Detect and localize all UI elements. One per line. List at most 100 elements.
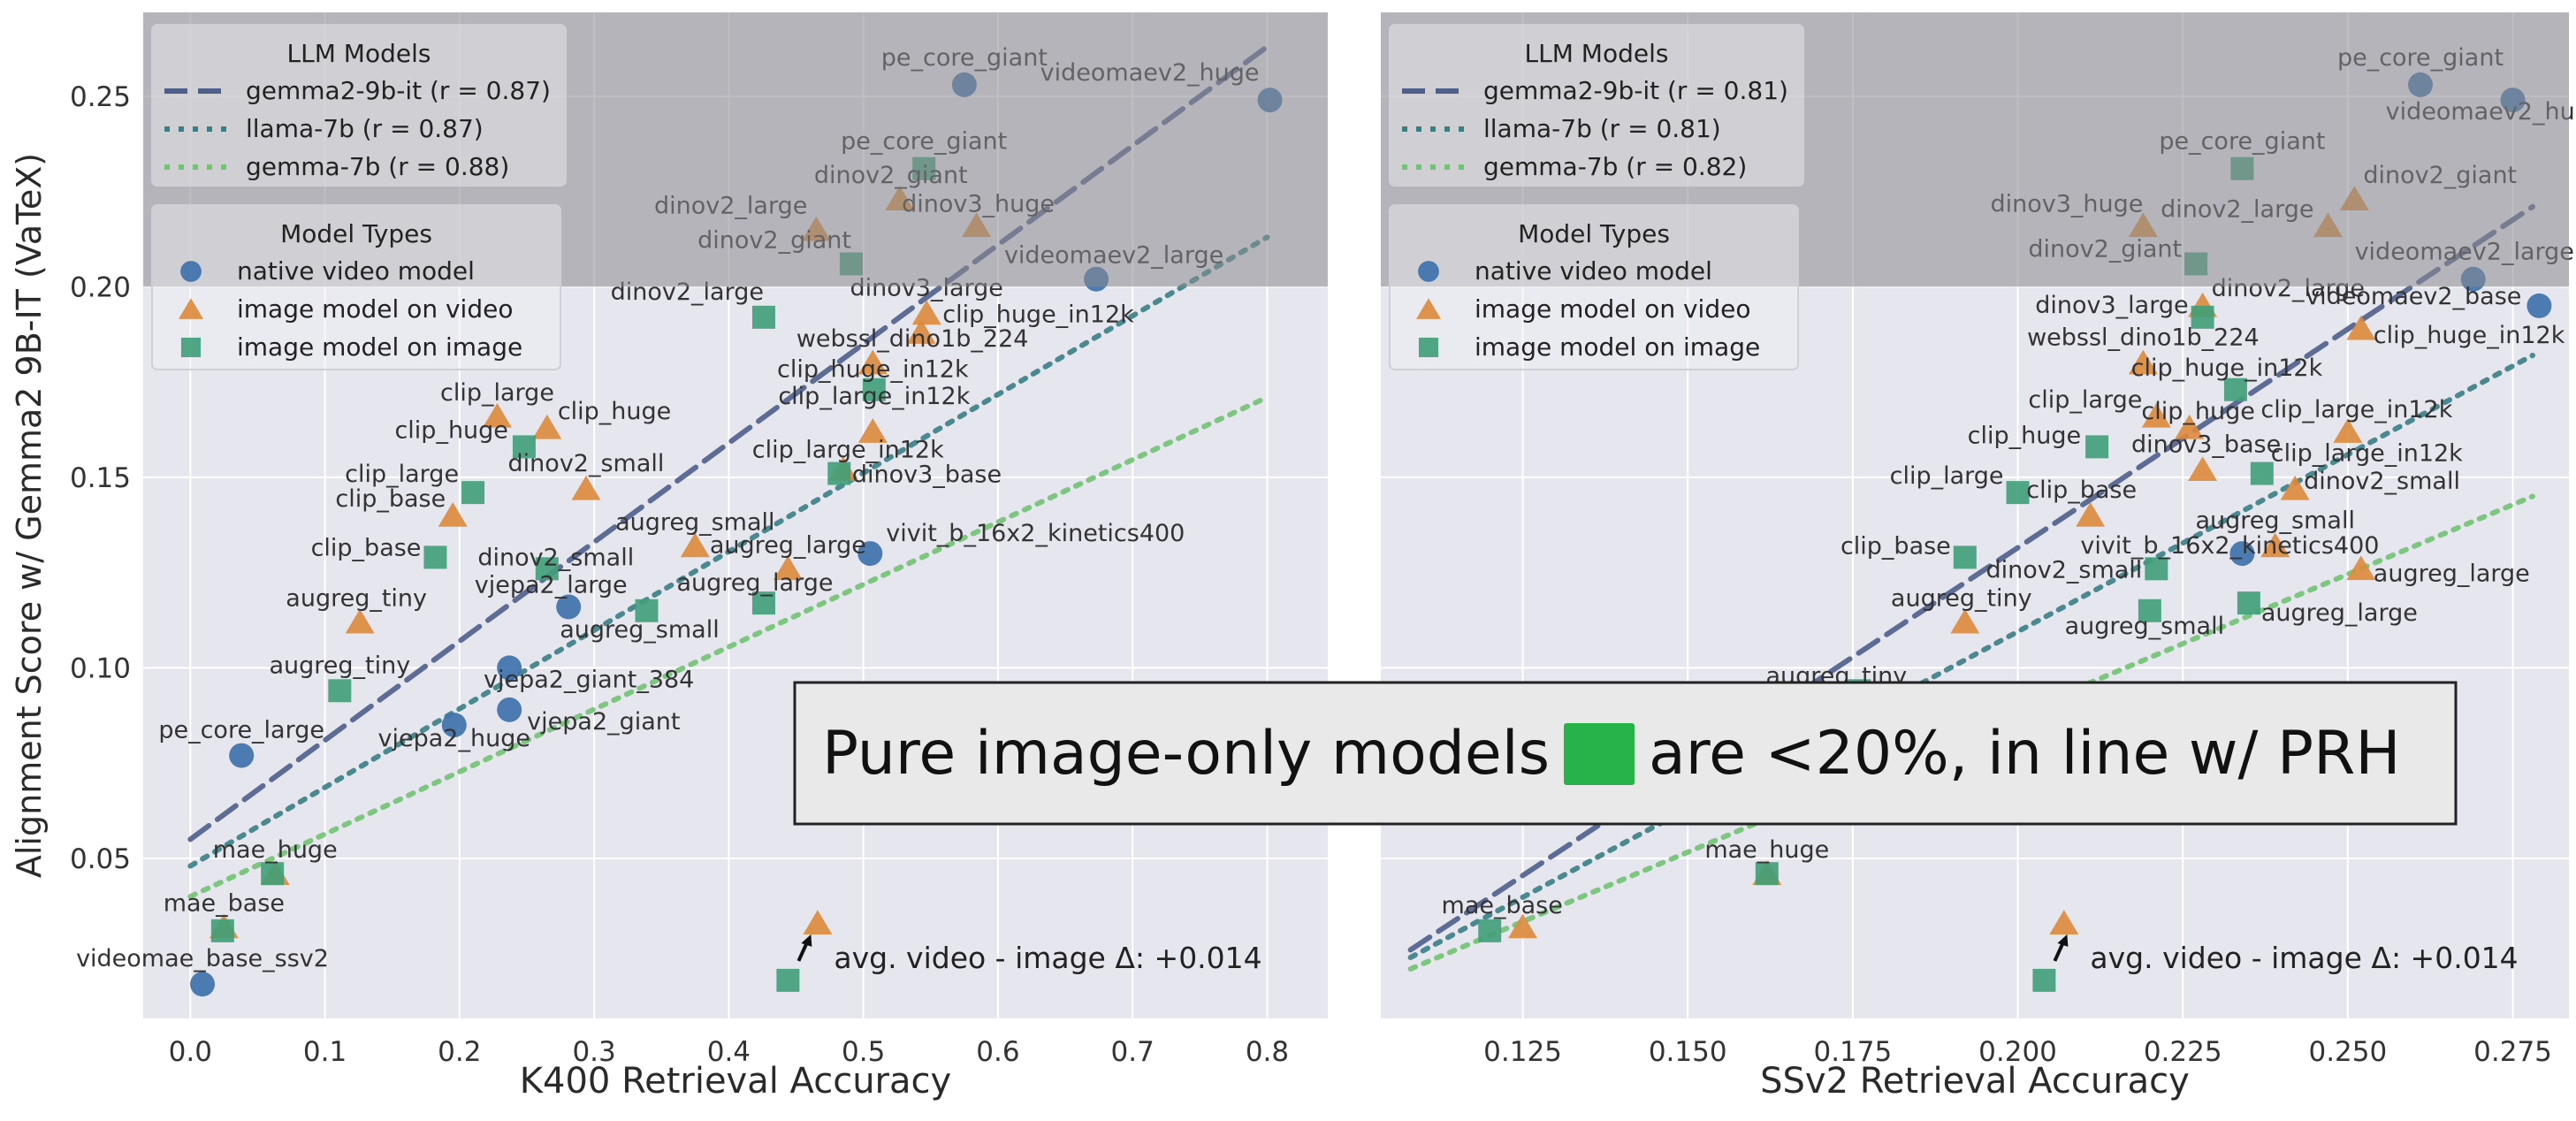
legend-types-title: Model Types [1518, 219, 1670, 248]
data-point-native-vjepa2_huge [441, 713, 467, 738]
point-label: augreg_large [710, 531, 866, 559]
point-label: clip_large [440, 379, 554, 407]
data-point-image_image-augreg_tiny [328, 679, 352, 703]
point-label: clip_huge_in12k [2131, 355, 2323, 382]
data-point-image_video-clip_large_in12k [857, 418, 888, 443]
x-axis-label: K400 Retrieval Accuracy [520, 1061, 951, 1102]
y-axis-label: Alignment Score w/ Gemma2 9B-IT (VaTeX) [10, 153, 49, 878]
point-label: mae_huge [1704, 836, 1829, 864]
point-label: augreg_large [676, 569, 833, 597]
point-label: clip_large [345, 461, 459, 488]
data-point-image_video-clip_large_in12k [2333, 418, 2363, 443]
legend-types-frame [151, 204, 561, 370]
fit-line-llama [187, 234, 1270, 869]
data-point-image_video-augreg_tiny [1950, 608, 1980, 634]
data-point-native-videomae_base_ssv2 [190, 972, 215, 997]
data-point-image_image-dinov2_small [2145, 557, 2168, 581]
data-point-image_image-clip_base [1953, 545, 1977, 569]
x-tick-label: 0.200 [1978, 1036, 2057, 1068]
point-label: clip_huge [558, 398, 671, 425]
delta-marker-video [803, 910, 833, 934]
point-label: clip_base [335, 485, 446, 513]
x-tick-label: 0.1 [303, 1036, 347, 1068]
data-point-native-pe_core_large [229, 743, 255, 768]
shaded-region [143, 12, 1328, 287]
data-point-image_image-clip_large [461, 481, 485, 505]
point-label: dinov2_small [2304, 468, 2460, 495]
point-label: clip_huge_in12k [2374, 322, 2565, 349]
x-tick-label: 0.4 [707, 1036, 751, 1068]
legend-types-entry: image model on image [1475, 332, 1760, 362]
data-point-image_image-mae_base [1478, 919, 1502, 942]
point-label: clip_large [1890, 462, 2004, 490]
point-label: dinov3_base [2131, 431, 2281, 458]
panel-1: pe_core_giantvideomaev2_hugepe_core_gian… [70, 12, 1328, 1102]
data-point-image_video-clip_huge_in12k [857, 349, 888, 375]
data-point-image_image-clip_huge [512, 435, 536, 459]
legend-llm-entry: gemma2-9b-it (r = 0.81) [1483, 76, 1788, 105]
data-point-image_image-augreg_large [2237, 591, 2260, 615]
data-point-image_image-clip_base [423, 545, 447, 569]
data-point-image_image-clip_huge [2085, 435, 2109, 459]
data-point-image_video-clip_large [2141, 402, 2171, 428]
data-point-image_video-augreg_small [680, 532, 710, 558]
point-label: pe_core_large [158, 717, 324, 744]
y-tick-label: 0.25 [70, 81, 131, 113]
point-label: clip_large_in12k [752, 437, 944, 464]
legend-llm: LLM Models gemma2-9b-it (r = 0.81) llama-7… [1389, 24, 1804, 187]
legend-model-types: Model Types native video model image model… [151, 204, 561, 370]
legend-marker-image_video [1415, 298, 1442, 319]
data-point-native-videomaev2_base [2526, 293, 2552, 318]
point-label: clip_huge [2141, 398, 2254, 425]
delta-arrow-head [801, 934, 812, 947]
data-point-image_image-mae_huge [261, 862, 285, 886]
panels: pe_core_giantvideomaev2_hugepe_core_gian… [70, 12, 2576, 1102]
fit-line-gemma2 [1407, 203, 2535, 953]
x-tick-label: 0.3 [572, 1036, 615, 1068]
point-label: vivit_b_16x2_kinetics400 [886, 520, 1185, 547]
point-label: vjepa2_large [475, 571, 628, 599]
data-point-image_image-augreg_large [751, 591, 775, 615]
x-tick-label: 0.250 [2308, 1036, 2387, 1068]
data-point-image_video-dinov2_small [571, 475, 601, 500]
point-label: vivit_b_16x2_kinetics400 [2080, 532, 2379, 560]
x-tick-label: 0.275 [2473, 1036, 2552, 1068]
point-label: augreg_tiny [269, 652, 410, 679]
fit-line-llama [1407, 352, 2535, 961]
point-label: augreg_large [2261, 599, 2418, 627]
data-point-image_video-clip_large [482, 402, 512, 428]
legend-llm-entry: gemma2-9b-it (r = 0.87) [246, 76, 551, 105]
legend-llm-title: LLM Models [1525, 39, 1669, 68]
point-label: augreg_small [2195, 507, 2354, 534]
point-label: vjepa2_giant [527, 708, 680, 736]
legend-types-title: Model Types [280, 219, 432, 248]
point-label: vjepa2_giant_384 [484, 666, 694, 693]
legend-llm: LLM Models gemma2-9b-it (r = 0.87) llama-7… [151, 24, 567, 187]
callout-text: Pure image-only models [822, 719, 1550, 789]
legend-marker-image_image [180, 337, 202, 358]
legend-llm-entry: llama-7b (r = 0.87) [246, 114, 484, 143]
point-label: clip_base [311, 534, 422, 561]
y-tick-label: 0.15 [70, 462, 131, 494]
delta-note: avg. video - image Δ: +0.014 [834, 941, 1261, 975]
data-point-native-vivit_b_16x2_kinetics400 [857, 541, 883, 567]
data-point-image_video-webssl_dino1b_224 [2128, 349, 2158, 375]
data-point-image_video-dinov2_small [2280, 475, 2310, 500]
legend-llm-frame [151, 24, 567, 187]
data-point-image_video-clip_huge [2175, 414, 2205, 439]
point-label: augreg_small [560, 616, 719, 644]
callout-box: Pure image-only models are <20%, in line… [793, 681, 2458, 826]
panel-2: pe_core_giantvideomaev2_hugepe_core_gian… [1381, 12, 2576, 1102]
point-label: webssl_dino1b_224 [796, 325, 1029, 353]
x-tick-label: 0.125 [1483, 1036, 1562, 1068]
point-label: augreg_small [615, 508, 774, 536]
point-label: clip_large [2028, 386, 2142, 414]
point-label: mae_base [1442, 892, 1563, 919]
data-point-native-vivit_b_16x2_kinetics400 [2229, 541, 2255, 567]
point-label: clip_large_in12k [2271, 440, 2463, 468]
x-tick-label: 0.175 [1813, 1036, 1892, 1068]
y-tick-label: 0.05 [70, 843, 131, 875]
point-label: mae_huge [213, 836, 338, 864]
point-label: dinov2_small [1985, 556, 2142, 583]
point-label: clip_huge [394, 416, 507, 444]
